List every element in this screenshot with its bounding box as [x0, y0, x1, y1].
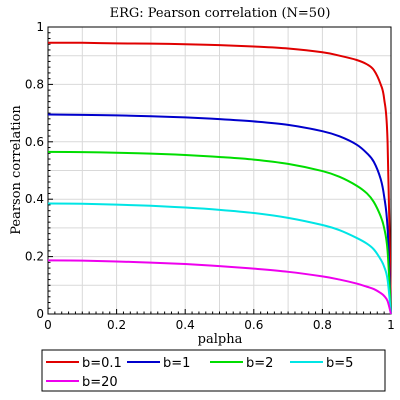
x-tick-label: 0.6 — [244, 318, 263, 332]
legend: b=0.1 b=1 b=2 b=5 b=20 — [41, 349, 386, 392]
y-tick-label: 0.6 — [25, 135, 44, 149]
x-axis: 0 0.2 0.4 0.6 0.8 1 — [44, 309, 395, 332]
y-tick-label: 0 — [36, 307, 44, 321]
legend-label-1: b=1 — [163, 356, 190, 371]
legend-label-2: b=2 — [246, 356, 273, 371]
y-tick-label: 0.4 — [25, 192, 44, 206]
chart-title: ERG: Pearson correlation (N=50) — [110, 6, 331, 21]
legend-label-0: b=0.1 — [82, 356, 122, 371]
legend-box — [41, 349, 386, 392]
y-tick-label: 0.2 — [25, 250, 44, 264]
legend-label-3: b=5 — [326, 356, 353, 371]
series-line-1 — [47, 113, 392, 315]
series-line-3 — [47, 202, 392, 315]
x-tick-label: 1 — [387, 318, 395, 332]
x-axis-label: palpha — [198, 332, 243, 347]
x-tick-label: 0.8 — [313, 318, 332, 332]
series-line-2 — [47, 150, 392, 315]
series-lines — [47, 41, 392, 315]
y-tick-label: 1 — [36, 20, 44, 34]
x-tick-label: 0.2 — [107, 318, 126, 332]
y-axis-label: Pearson correlation — [9, 105, 24, 235]
y-tick-label: 0.8 — [25, 77, 44, 91]
x-tick-label: 0 — [44, 318, 52, 332]
series-line-0 — [47, 41, 392, 315]
x-tick-label: 0.4 — [176, 318, 195, 332]
grid — [48, 27, 391, 314]
y-axis: 0 0.2 0.4 0.6 0.8 1 — [25, 20, 53, 321]
series-line-4 — [47, 259, 392, 315]
legend-label-4: b=20 — [82, 375, 118, 390]
